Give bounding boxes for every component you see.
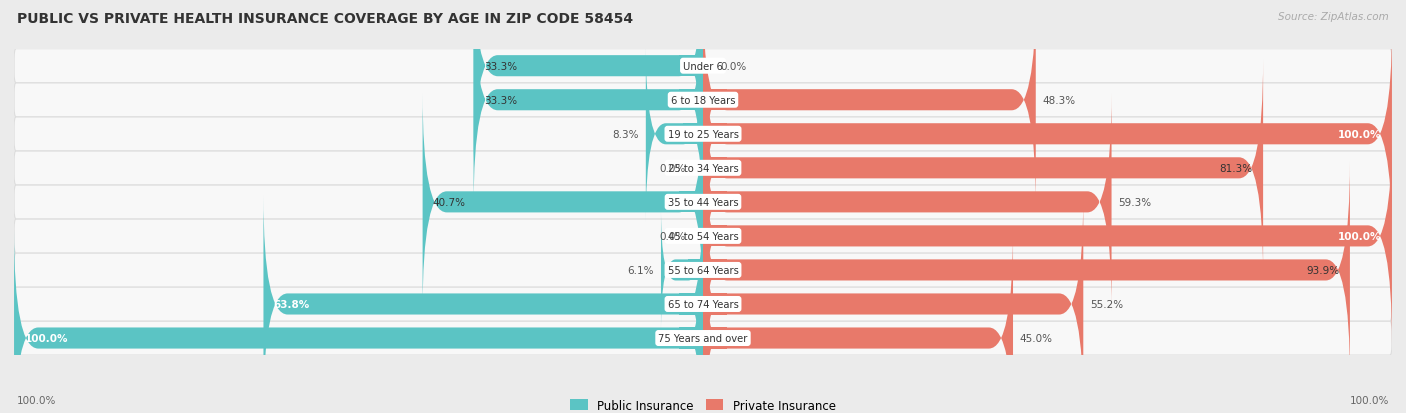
- FancyBboxPatch shape: [703, 230, 1012, 413]
- Text: 93.9%: 93.9%: [1306, 265, 1340, 275]
- Text: 35 to 44 Years: 35 to 44 Years: [668, 197, 738, 207]
- FancyBboxPatch shape: [474, 0, 703, 209]
- Text: 65 to 74 Years: 65 to 74 Years: [668, 299, 738, 309]
- FancyBboxPatch shape: [645, 46, 703, 223]
- Text: 59.3%: 59.3%: [1118, 197, 1152, 207]
- FancyBboxPatch shape: [703, 128, 1392, 345]
- Text: 6.1%: 6.1%: [627, 265, 654, 275]
- Bar: [679, 328, 703, 349]
- FancyBboxPatch shape: [423, 94, 703, 311]
- Text: 45.0%: 45.0%: [1019, 333, 1053, 343]
- FancyBboxPatch shape: [14, 287, 1392, 321]
- FancyBboxPatch shape: [474, 0, 703, 175]
- Bar: [679, 192, 703, 213]
- FancyBboxPatch shape: [263, 196, 703, 413]
- Text: 0.0%: 0.0%: [659, 164, 686, 173]
- Bar: [703, 124, 727, 145]
- Text: 100.0%: 100.0%: [1350, 395, 1389, 405]
- Text: 6 to 18 Years: 6 to 18 Years: [671, 95, 735, 105]
- Text: 100.0%: 100.0%: [1339, 231, 1382, 241]
- FancyBboxPatch shape: [14, 83, 1392, 117]
- Text: 8.3%: 8.3%: [613, 129, 638, 140]
- Text: PUBLIC VS PRIVATE HEALTH INSURANCE COVERAGE BY AGE IN ZIP CODE 58454: PUBLIC VS PRIVATE HEALTH INSURANCE COVER…: [17, 12, 633, 26]
- FancyBboxPatch shape: [14, 185, 1392, 219]
- Text: 19 to 25 Years: 19 to 25 Years: [668, 129, 738, 140]
- Bar: [679, 294, 703, 315]
- Text: 0.0%: 0.0%: [720, 62, 747, 71]
- Text: 100.0%: 100.0%: [24, 333, 67, 343]
- Bar: [703, 226, 727, 247]
- Text: Source: ZipAtlas.com: Source: ZipAtlas.com: [1278, 12, 1389, 22]
- Text: 55.2%: 55.2%: [1090, 299, 1123, 309]
- Bar: [703, 158, 727, 179]
- Bar: [679, 56, 703, 77]
- FancyBboxPatch shape: [703, 162, 1350, 379]
- FancyBboxPatch shape: [14, 117, 1392, 152]
- Text: 81.3%: 81.3%: [1219, 164, 1253, 173]
- Text: Under 6: Under 6: [683, 62, 723, 71]
- Bar: [703, 260, 727, 281]
- FancyBboxPatch shape: [14, 219, 1392, 253]
- Bar: [703, 328, 727, 349]
- Text: 55 to 64 Years: 55 to 64 Years: [668, 265, 738, 275]
- Bar: [703, 90, 727, 111]
- Text: 48.3%: 48.3%: [1043, 95, 1076, 105]
- Text: 40.7%: 40.7%: [433, 197, 465, 207]
- Text: 75 Years and over: 75 Years and over: [658, 333, 748, 343]
- FancyBboxPatch shape: [14, 50, 1392, 83]
- Bar: [689, 260, 703, 281]
- Text: 63.8%: 63.8%: [274, 299, 311, 309]
- Text: 25 to 34 Years: 25 to 34 Years: [668, 164, 738, 173]
- Text: 0.0%: 0.0%: [659, 231, 686, 241]
- Text: 45 to 54 Years: 45 to 54 Years: [668, 231, 738, 241]
- FancyBboxPatch shape: [703, 0, 1036, 209]
- Bar: [683, 124, 703, 145]
- Bar: [679, 90, 703, 111]
- FancyBboxPatch shape: [703, 26, 1392, 243]
- Bar: [703, 192, 727, 213]
- FancyBboxPatch shape: [14, 230, 703, 413]
- FancyBboxPatch shape: [14, 253, 1392, 287]
- FancyBboxPatch shape: [661, 208, 703, 332]
- Text: 100.0%: 100.0%: [1339, 129, 1382, 140]
- FancyBboxPatch shape: [14, 152, 1392, 185]
- FancyBboxPatch shape: [703, 60, 1263, 277]
- Text: 33.3%: 33.3%: [484, 62, 517, 71]
- Bar: [703, 294, 727, 315]
- Legend: Public Insurance, Private Insurance: Public Insurance, Private Insurance: [565, 394, 841, 413]
- Text: 100.0%: 100.0%: [17, 395, 56, 405]
- Text: 33.3%: 33.3%: [484, 95, 517, 105]
- FancyBboxPatch shape: [14, 321, 1392, 355]
- FancyBboxPatch shape: [703, 94, 1112, 311]
- FancyBboxPatch shape: [703, 196, 1083, 413]
